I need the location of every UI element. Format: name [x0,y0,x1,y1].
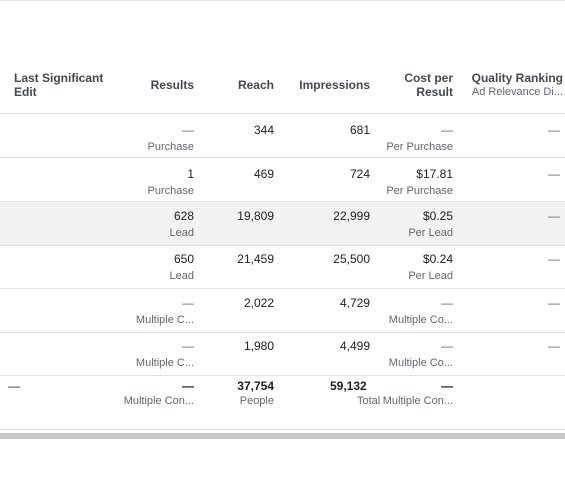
total-cost-value: — [441,379,453,393]
results-value: — [182,123,194,137]
reach-value: 19,809 [237,209,274,223]
results-value: 1 [187,167,194,181]
total-impressions-cell: 59,132 Total [300,379,381,408]
impressions-value: 22,999 [333,209,370,223]
quality-ranking-label: Quality Ranking [471,71,563,85]
column-header-last-edit[interactable]: Last Significant Edit [14,71,104,99]
reach-value: 21,459 [237,252,274,266]
impressions-value: 681 [349,123,370,137]
cost-value: $0.24 [422,252,453,266]
column-header-reach[interactable]: Reach [237,78,274,92]
column-header-impressions[interactable]: Impressions [299,78,370,92]
results-type: Lead [169,270,194,282]
cost-per-result-cell: — Per Purchase [376,123,453,154]
top-divider [0,0,565,1]
results-value: — [182,296,194,310]
cost-type: Per Lead [408,227,453,239]
reach-value: 1,980 [243,339,274,353]
results-type: Purchase [147,185,194,197]
top-divider-tick [180,0,181,2]
cost-value: — [441,296,453,310]
reach-value: 344 [253,123,274,137]
quality-ranking-sublabel: Ad Relevance Di... [471,86,563,98]
total-cost-cell: — Multiple Con... [370,379,453,408]
cost-per-result-cell: — Multiple Co... [370,339,453,370]
column-header-cost-per-result[interactable]: Cost per Result [404,71,453,99]
total-impressions-value: 59,132 [330,379,367,393]
quality-ranking-value: — [548,123,560,137]
table-row[interactable]: — Multiple C... 1,980 4,499 — Multiple C… [0,332,565,376]
results-type: Multiple C... [135,314,194,326]
cost-type: Per Purchase [386,141,453,153]
cost-per-result-cell: — Multiple Co... [370,296,453,327]
total-reach-type: People [239,395,274,407]
cost-type: Per Purchase [386,185,453,197]
reach-value: 2,022 [243,296,274,310]
impressions-value: 724 [349,167,370,181]
results-cell: 1 Purchase [120,167,194,198]
quality-ranking-value: — [548,296,560,310]
table-row[interactable]: — Multiple C... 2,022 4,729 — Multiple C… [0,289,565,333]
reach-value: 469 [253,167,274,181]
total-cost-type: Multiple Con... [382,395,453,407]
cost-type: Per Lead [408,270,453,282]
results-value: 628 [173,209,194,223]
quality-ranking-value: — [548,252,560,266]
cost-type: Multiple Co... [388,357,453,369]
column-header-quality-ranking[interactable]: Quality Ranking Ad Relevance Di... [463,71,563,99]
results-type: Multiple C... [135,357,194,369]
total-last-edit-value: — [8,379,20,393]
total-impressions-type: Total [357,395,381,407]
table-total-row: — — Multiple Con... 37,754 People 59,132… [0,373,565,430]
total-results-type: Multiple Con... [123,395,194,407]
cost-value: — [441,339,453,353]
results-value: 650 [173,252,194,266]
total-results-value: — [182,379,194,393]
table-row[interactable]: — Purchase 344 681 — Per Purchase — [0,114,565,158]
impressions-value: 25,500 [333,252,370,266]
results-cell: — Multiple C... [110,296,194,327]
results-cell: 628 Lead [120,209,194,240]
cost-type: Multiple Co... [388,314,453,326]
table-row[interactable]: 650 Lead 21,459 25,500 $0.24 Per Lead — [0,245,565,289]
results-type: Purchase [147,141,194,153]
results-cell: — Multiple C... [110,339,194,370]
cost-per-result-cell: $0.25 Per Lead [376,209,453,240]
cost-per-result-cell: $17.81 Per Purchase [376,167,453,198]
results-type: Lead [169,227,194,239]
quality-ranking-value: — [548,209,560,223]
results-cell: 650 Lead [120,252,194,283]
impressions-value: 4,729 [339,296,370,310]
results-value: — [182,339,194,353]
horizontal-scrollbar[interactable] [0,433,565,439]
results-cell: — Purchase [120,123,194,154]
table-header: Last Significant Edit Results Reach Impr… [0,52,565,114]
table-row[interactable]: 628 Lead 19,809 22,999 $0.25 Per Lead — [0,202,565,246]
column-header-results[interactable]: Results [150,78,194,92]
cost-value: $0.25 [422,209,453,223]
impressions-value: 4,499 [339,339,370,353]
cost-per-result-cell: $0.24 Per Lead [376,252,453,283]
table-row[interactable]: 1 Purchase 469 724 $17.81 Per Purchase — [0,158,565,202]
total-results-cell: — Multiple Con... [100,379,194,408]
cost-value: — [441,123,453,137]
quality-ranking-value: — [548,339,560,353]
quality-ranking-value: — [548,167,560,181]
total-reach-cell: 37,754 People [210,379,274,408]
total-reach-value: 37,754 [237,379,274,393]
cost-value: $17.81 [416,167,453,181]
